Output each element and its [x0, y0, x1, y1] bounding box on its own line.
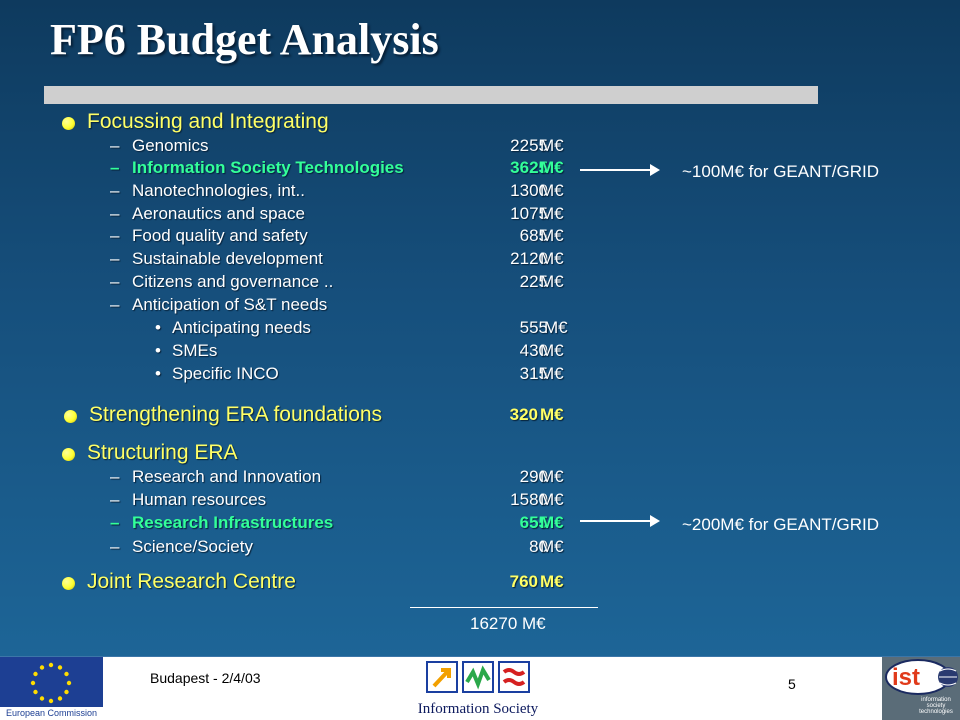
total-divider — [410, 607, 598, 608]
arrow-right-icon — [580, 164, 660, 176]
ist-logo-text: ist — [892, 664, 921, 691]
footer-divider — [0, 656, 960, 657]
total-value: 16270 M€ — [470, 614, 546, 633]
information-society-caption: Information Society — [417, 701, 539, 717]
eu-flag-icon — [30, 662, 72, 704]
european-commission-logo: European Commission — [0, 657, 103, 720]
section-heading-focussing: Focussing and Integrating — [87, 110, 329, 133]
footer-location-date: Budapest - 2/4/03 — [150, 670, 261, 686]
arrow-right-icon — [580, 515, 660, 527]
information-society-icons — [426, 661, 530, 693]
bullet-dot-icon — [64, 410, 77, 423]
bullet-dot-icon — [62, 577, 75, 590]
ist-caption: information society technologies — [919, 697, 953, 715]
geant-note-1: ~100M€ for GEANT/GRID — [682, 162, 879, 181]
eu-caption: European Commission — [0, 707, 103, 720]
geant-note-2: ~200M€ for GEANT/GRID — [682, 515, 879, 534]
bullet-dot-icon — [62, 448, 75, 461]
page-title: FP6 Budget Analysis — [50, 15, 439, 64]
section-heading-structuring: Structuring ERA — [87, 441, 238, 464]
slide-background — [0, 0, 960, 656]
ist-logo: ist information society technologies — [882, 657, 960, 720]
title-underline-bar — [44, 86, 818, 104]
page-number: 5 — [788, 676, 796, 692]
information-society-logo: Information Society — [407, 658, 549, 720]
bullet-dot-icon — [62, 117, 75, 130]
ist-globe-icon — [885, 659, 958, 695]
